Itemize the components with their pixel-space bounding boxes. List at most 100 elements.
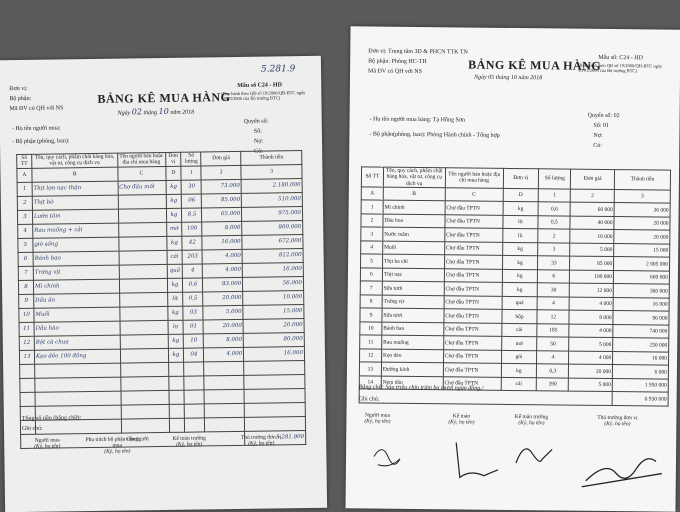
cell: Trứng vịt bbox=[33, 264, 120, 280]
year-label: năm 2018 bbox=[170, 109, 195, 116]
cell: Muối bbox=[33, 306, 120, 322]
letter-cell: 2 bbox=[201, 165, 242, 180]
cell: kg bbox=[165, 193, 182, 209]
cell: Bánh bao bbox=[32, 250, 119, 266]
cell: 20.000 bbox=[203, 319, 244, 334]
cell: lít bbox=[167, 291, 184, 307]
cell: Rau muống bbox=[381, 335, 444, 350]
cell bbox=[184, 417, 205, 432]
form-number: Mẫu số: C24 - HD bbox=[598, 54, 643, 62]
cell: 672.000 bbox=[242, 234, 304, 250]
cell: Chợ đầu TPTN bbox=[444, 201, 503, 216]
cell: 4 000 bbox=[569, 297, 614, 311]
cell: kg bbox=[165, 179, 182, 195]
cell: 812.000 bbox=[242, 248, 304, 264]
cell: Chợ đầu TPTN bbox=[444, 255, 503, 270]
cell bbox=[119, 306, 168, 321]
cell: 4 000 bbox=[568, 351, 613, 365]
cell: kg bbox=[165, 207, 183, 223]
cell: 56.000 bbox=[242, 276, 304, 292]
header-cell: Tên người bán hoặc địa chỉ mua hàng bbox=[117, 152, 166, 167]
cell bbox=[119, 292, 168, 307]
cell: hộp bbox=[501, 309, 538, 324]
title: BẢNG KÊ MUA HÀNG bbox=[97, 90, 231, 106]
cell: Mì chính bbox=[382, 200, 445, 215]
cell: kg bbox=[166, 277, 184, 293]
cell: 15.000 bbox=[243, 304, 304, 320]
cell: 5 bbox=[17, 237, 33, 253]
cell: 6 bbox=[537, 269, 570, 284]
right-signatures: Người mua (Ký, họ tên) Kế toán (Ký, họ tên)… bbox=[351, 26, 680, 427]
cell: mớ bbox=[166, 221, 183, 237]
letter-cell: 3 bbox=[241, 164, 303, 180]
cell: 8.000 bbox=[203, 333, 244, 348]
cell: 73.000 bbox=[201, 179, 242, 194]
cell: 16.000 bbox=[242, 262, 304, 278]
cell: 16 000 bbox=[612, 351, 669, 366]
cell: 3 bbox=[360, 227, 383, 242]
cell: 85 000 bbox=[569, 256, 614, 271]
cell: 8 000 bbox=[569, 310, 614, 325]
code: Mã ĐV có QH với NS bbox=[9, 105, 64, 113]
cell: 1 950 000 bbox=[612, 378, 669, 393]
cell: kg bbox=[167, 333, 184, 349]
cell: lít bbox=[502, 215, 539, 230]
total-row: 6 930 000 bbox=[359, 389, 669, 407]
cell: Kẹo dẻo bbox=[381, 349, 444, 364]
date-month: 10 bbox=[158, 106, 169, 117]
total-value: 6 930 000 bbox=[612, 391, 669, 407]
debit: Nợ: bbox=[593, 132, 603, 139]
date-day: 02 bbox=[131, 107, 143, 117]
cell: kg bbox=[167, 305, 184, 321]
cell: Rau muống + cải bbox=[32, 222, 119, 238]
right-form: Đơn vị: Trung tâm 3D & PHCN TTK TN Bộ ph… bbox=[345, 26, 680, 512]
cell: 800.000 bbox=[241, 220, 303, 236]
cell bbox=[120, 390, 169, 405]
cell bbox=[184, 389, 205, 404]
serial: 5.281.9 bbox=[260, 64, 296, 75]
letter-cell: D bbox=[165, 165, 182, 181]
scribble bbox=[455, 442, 499, 479]
cell: Bột cà chua bbox=[34, 334, 121, 350]
scribble bbox=[373, 449, 401, 467]
cell: 600 000 bbox=[613, 270, 670, 285]
dept: - Bộ phận(phòng, ban): Phòng Hành chính … bbox=[369, 131, 500, 139]
signature: Kế toán trưởng (Ký, họ tên) bbox=[496, 414, 566, 427]
letter-cell: C bbox=[444, 187, 503, 202]
cell: 185 bbox=[537, 323, 570, 338]
cell: 16.000 bbox=[243, 346, 305, 362]
header-cell: Số lượng bbox=[538, 168, 571, 190]
cell: 13 bbox=[359, 362, 382, 377]
cell bbox=[204, 403, 245, 418]
letter-cell: A bbox=[361, 186, 384, 201]
debit: Nợ: bbox=[253, 138, 264, 145]
left-form: 5.281.9 Đơn vị: Bộ phận: Mã ĐV có QH với… bbox=[0, 55, 328, 512]
cell: gói bbox=[501, 350, 538, 365]
cell bbox=[34, 362, 121, 378]
cell: 16.000 bbox=[202, 235, 243, 250]
cell: 0,5 bbox=[538, 215, 571, 230]
date: Ngày 02 tháng 10 năm 2018 bbox=[118, 107, 195, 117]
cell bbox=[168, 417, 186, 433]
cell bbox=[118, 264, 167, 279]
cell: Chợ đầu TPTN bbox=[443, 282, 502, 297]
letter-cell: C bbox=[117, 166, 166, 181]
cell: Đường kính bbox=[381, 362, 444, 377]
cell: cái bbox=[166, 249, 183, 265]
cell: 4 bbox=[17, 223, 33, 239]
cell: Bánh bao bbox=[381, 322, 444, 337]
total-label bbox=[359, 389, 613, 406]
cell bbox=[119, 278, 168, 293]
cell bbox=[204, 416, 245, 432]
header-cell: Tên người bán hoặc địa chỉ mua hàng bbox=[445, 167, 504, 189]
in-words: Tổng số tiền (bằng chữ): bbox=[21, 415, 82, 422]
cell: 04 bbox=[183, 347, 205, 362]
cell: Muối bbox=[382, 241, 445, 256]
header-cell: Đơn giá bbox=[570, 169, 615, 190]
cell bbox=[168, 361, 185, 377]
cell: Sữa tươi bbox=[381, 308, 444, 323]
dept: - Bộ phận (phòng, ban): bbox=[11, 138, 70, 146]
letter-cell: B bbox=[383, 187, 446, 202]
